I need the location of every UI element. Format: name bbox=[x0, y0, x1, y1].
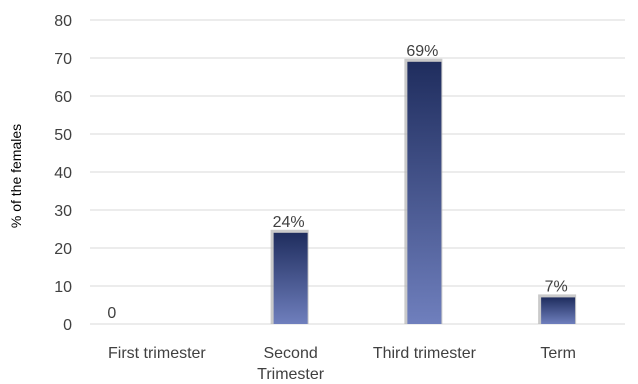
data-label: 0 bbox=[107, 305, 116, 322]
y-tick-label: 80 bbox=[54, 13, 72, 30]
x-category-label: First trimester bbox=[108, 345, 206, 362]
x-category-label: Second Trimester bbox=[257, 345, 325, 383]
data-label: 7% bbox=[545, 278, 568, 295]
y-tick-label: 10 bbox=[54, 279, 72, 296]
bar-third-trimester bbox=[407, 61, 442, 325]
x-category-label: Third trimester bbox=[373, 345, 477, 362]
y-tick-label: 60 bbox=[54, 89, 72, 106]
x-category-label: Term bbox=[540, 345, 576, 362]
bar-term bbox=[541, 297, 576, 324]
y-tick-label: 70 bbox=[54, 51, 72, 68]
y-tick-label: 0 bbox=[63, 317, 72, 334]
y-tick-label: 40 bbox=[54, 165, 72, 182]
y-axis-title: % of the females bbox=[8, 124, 24, 228]
y-axis-ticks: 0 10 20 30 40 50 60 70 80 bbox=[54, 13, 72, 334]
x-axis-categories: First trimester Second Trimester Third trim… bbox=[108, 345, 576, 383]
bars bbox=[270, 58, 577, 325]
bar-second-trimester bbox=[273, 232, 308, 324]
data-label: 69% bbox=[406, 43, 438, 60]
y-tick-label: 50 bbox=[54, 127, 72, 144]
data-label: 24% bbox=[273, 214, 305, 231]
y-tick-label: 20 bbox=[54, 241, 72, 258]
y-tick-label: 30 bbox=[54, 203, 72, 220]
data-labels: 0 24% 69% 7% bbox=[107, 43, 567, 322]
gridlines bbox=[90, 19, 625, 325]
